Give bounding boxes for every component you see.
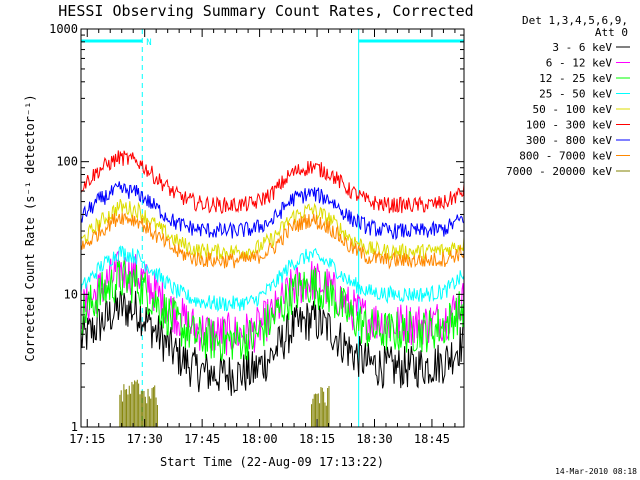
y-axis: 1 10 100 1000: [49, 22, 464, 434]
series-line-12-25-kev: [80, 260, 465, 361]
series-line-25-50-kev: [80, 245, 465, 313]
legend-label-100-300-kev: 100 - 300 keV: [526, 119, 612, 132]
x-tick-label-17-30: 17:30: [127, 432, 163, 446]
series-lines: [80, 150, 465, 427]
x-tick-label-17-45: 17:45: [184, 432, 220, 446]
series-line-3-6-kev-path: [80, 289, 465, 396]
series-line-800-7000-kev: [80, 212, 465, 270]
y-axis-label: Corrected Count Rate (s⁻¹ detector⁻¹): [23, 94, 37, 361]
legend-header-1: Det 1,3,4,5,6,9,: [522, 14, 628, 27]
x-tick-label-18-45: 18:45: [414, 432, 450, 446]
y-tick-label-1000: 1000: [49, 22, 78, 36]
x-tick-label-17-15: 17:15: [69, 432, 105, 446]
legend-label-12-25-kev: 12 - 25 keV: [539, 72, 612, 85]
series-line-300-800-kev-path: [80, 181, 465, 241]
series-line-12-25-kev-path: [80, 260, 465, 361]
legend-label-6-12-kev: 6 - 12 keV: [546, 57, 613, 70]
series-line-300-800-kev: [80, 181, 465, 241]
y-tick-label-10: 10: [64, 287, 78, 301]
legend-label-50-100-kev: 50 - 100 keV: [533, 103, 613, 116]
series-line-100-300-kev-path: [80, 150, 465, 215]
footer-stamp: 14-Mar-2010 08:18: [555, 467, 637, 476]
legend-label-7000-20000-kev: 7000 - 20000 keV: [506, 165, 612, 178]
series-line-7000-20000-kev: [119, 379, 330, 427]
chart-title: HESSI Observing Summary Count Rates, Cor…: [58, 2, 473, 20]
series-line-3-6-kev: [80, 289, 465, 396]
series-line-800-7000-kev-path: [80, 212, 465, 270]
night-label: N: [146, 38, 151, 48]
y-tick-label-100: 100: [56, 155, 78, 169]
series-line-25-50-kev-path: [80, 245, 465, 313]
x-tick-label-18-15: 18:15: [299, 432, 335, 446]
plot-frame: [80, 28, 465, 428]
legend-label-300-800-kev: 300 - 800 keV: [526, 134, 612, 147]
legend-label-25-50-kev: 25 - 50 keV: [539, 88, 612, 101]
x-axis: 17:15 17:30 17:45 18:00 18:15 18:30 18:45: [69, 29, 456, 446]
legend-label-800-7000-kev: 800 - 7000 keV: [519, 150, 612, 163]
series-line-100-300-kev: [80, 150, 465, 215]
legend: Det 1,3,4,5,6,9,Att 0 3 - 6 keV 6 - 12 keV…: [506, 14, 630, 178]
legend-header-2: Att 0: [595, 26, 628, 39]
y-tick-label-1: 1: [71, 420, 78, 434]
x-axis-label: Start Time (22-Aug-09 17:13:22): [160, 455, 384, 469]
x-tick-label-18-00: 18:00: [242, 432, 278, 446]
legend-label-3-6-kev: 3 - 6 keV: [552, 41, 612, 54]
x-tick-label-18-30: 18:30: [356, 432, 392, 446]
